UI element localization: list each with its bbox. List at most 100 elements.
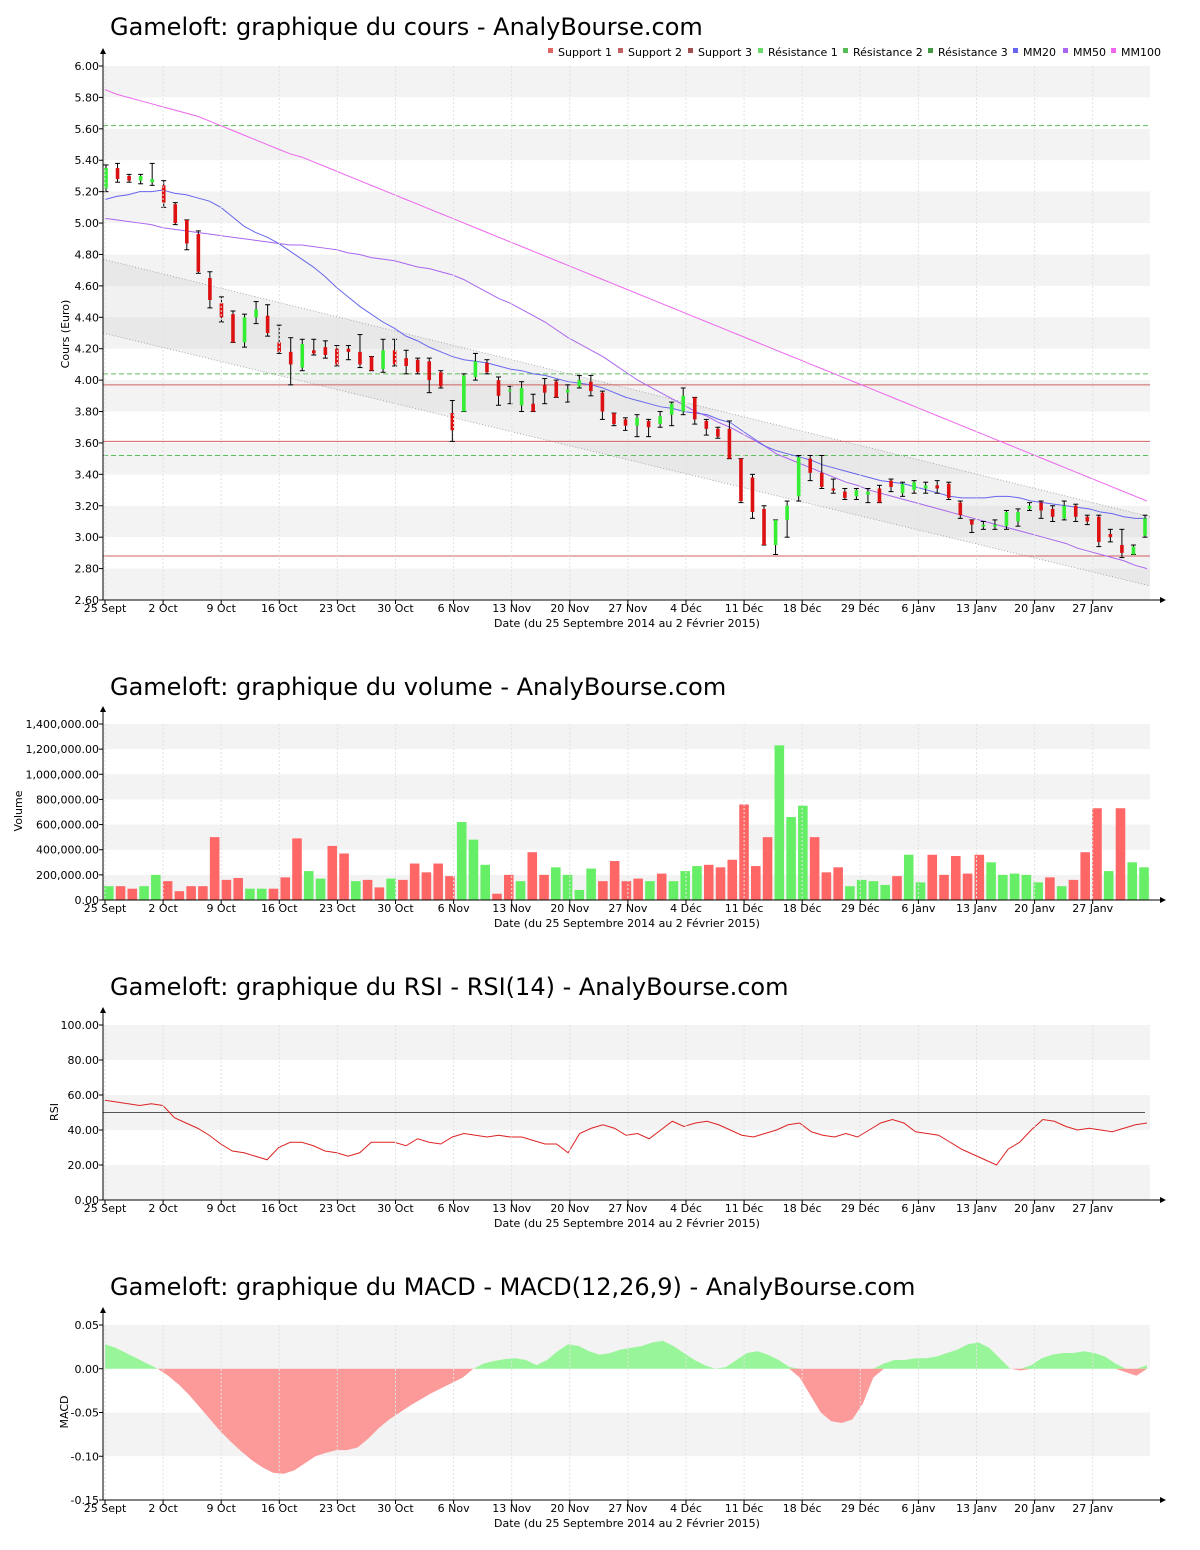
x-tick-label: 6 Nov: [438, 902, 470, 915]
volume-bar: [962, 873, 973, 900]
x-tick-label: 25 Sept: [84, 602, 127, 615]
legend-swatch: [1063, 48, 1068, 53]
x-tick-label: 13 Janv: [956, 1502, 997, 1515]
x-tick-label: 20 Janv: [1014, 602, 1055, 615]
legend-swatch: [548, 48, 553, 53]
candle-body: [935, 485, 939, 489]
volume-bar: [268, 888, 279, 900]
volume-bar: [409, 863, 420, 900]
candle-body: [519, 387, 524, 406]
candle-body: [716, 428, 720, 437]
x-tick-label: 20 Janv: [1014, 1502, 1055, 1515]
candle-body: [796, 457, 801, 497]
price-y-axis-label: Cours (Euro): [59, 300, 72, 369]
candle-body: [242, 317, 247, 343]
volume-bar: [351, 881, 361, 900]
candle-body: [808, 458, 813, 473]
volume-chart-title: Gameloft: graphique du volume - AnalyBou…: [110, 673, 726, 701]
candle-body: [427, 361, 432, 381]
x-tick-label: 13 Nov: [492, 1202, 531, 1215]
volume-bar: [374, 887, 385, 900]
x-tick-label: 4 Déc: [670, 1202, 702, 1215]
volume-bar: [609, 861, 620, 900]
y-tick-label: -0.15: [71, 1494, 99, 1507]
candle-body: [900, 483, 905, 494]
x-tick-label: 25 Sept: [84, 1502, 127, 1515]
volume-bar: [915, 882, 926, 900]
volume-bar: [774, 745, 785, 900]
candle-body: [138, 175, 143, 181]
y-axis-arrow: [100, 48, 106, 54]
volume-bar: [727, 859, 738, 900]
x-tick-label: 20 Janv: [1014, 1202, 1055, 1215]
x-axis-arrow: [1160, 597, 1166, 603]
candle-body: [265, 315, 270, 333]
volume-bar: [880, 884, 890, 900]
x-tick-label: 9 Oct: [206, 1502, 236, 1515]
volume-bar: [104, 886, 114, 900]
volume-bar: [939, 874, 949, 900]
y-tick-label: 40.00: [68, 1124, 100, 1137]
x-tick-label: 11 Déc: [725, 1202, 764, 1215]
candle-body: [635, 417, 639, 426]
volume-bar: [692, 866, 702, 900]
candle-body: [727, 428, 732, 459]
volume-bar: [127, 888, 138, 900]
y-tick-label: 1,000,000.00: [26, 768, 99, 781]
candle-body: [912, 482, 916, 491]
candle-body: [150, 179, 154, 183]
volume-axes: 25 Sept 2 Oct 9 Oct 16 Oct 23 Oct 30 Oct 6 Nov…: [26, 706, 1166, 915]
volume-bar: [503, 874, 514, 900]
volume-bar: [492, 893, 502, 900]
candle-body: [889, 480, 893, 487]
y-tick-label: 2.80: [75, 563, 100, 576]
y-tick-label: 4.60: [75, 280, 100, 293]
x-axis-arrow: [1160, 1197, 1166, 1203]
mm20-line: [104, 189, 1147, 519]
candle-body: [173, 204, 178, 224]
candle-body: [877, 488, 882, 503]
x-tick-label: 18 Déc: [783, 1502, 822, 1515]
y-tick-label: 1,400,000.00: [26, 718, 99, 731]
volume-bar: [362, 879, 373, 900]
legend-swatch: [688, 48, 693, 53]
x-tick-label: 23 Oct: [319, 1202, 356, 1215]
x-tick-label: 6 Nov: [438, 602, 470, 615]
price-chart: Gameloft: graphique du cours - AnalyBour…: [59, 13, 1166, 630]
candle-body: [993, 524, 997, 527]
grid-band: [103, 1025, 1150, 1060]
candle-body: [450, 413, 455, 431]
volume-bar: [833, 867, 843, 900]
volume-bar: [115, 886, 126, 900]
y-tick-label: 0.00: [75, 1363, 100, 1376]
x-tick-label: 29 Déc: [841, 1202, 880, 1215]
candle-body: [485, 362, 489, 373]
candle-body: [773, 519, 778, 546]
candle-body: [1085, 516, 1090, 522]
volume-bar: [198, 886, 208, 900]
volume-bar: [715, 867, 726, 900]
candle-body: [704, 420, 709, 429]
rsi-line: [103, 1099, 1148, 1166]
candle-body: [542, 384, 547, 393]
x-tick-label: 16 Oct: [261, 902, 298, 915]
x-tick-label: 6 Nov: [438, 1202, 470, 1215]
volume-bar: [974, 854, 985, 900]
candle-body: [819, 472, 824, 487]
legend-label: MM100: [1121, 46, 1161, 59]
volume-bar: [927, 854, 938, 900]
x-tick-label: 30 Oct: [377, 1502, 414, 1515]
rsi-series-line: [104, 1099, 1148, 1166]
candle-body: [1027, 505, 1032, 509]
mm100-line: [104, 89, 1148, 502]
candle-body: [866, 491, 870, 495]
y-axis-arrow: [100, 1307, 106, 1313]
candle-body: [1120, 545, 1124, 553]
candle-body: [923, 485, 928, 489]
volume-bar: [1080, 852, 1090, 900]
macd-area: [105, 1340, 1147, 1474]
candle-body: [831, 488, 836, 491]
volume-bar: [1139, 867, 1149, 900]
x-tick-label: 13 Janv: [956, 902, 997, 915]
legend-swatch: [1111, 48, 1116, 53]
